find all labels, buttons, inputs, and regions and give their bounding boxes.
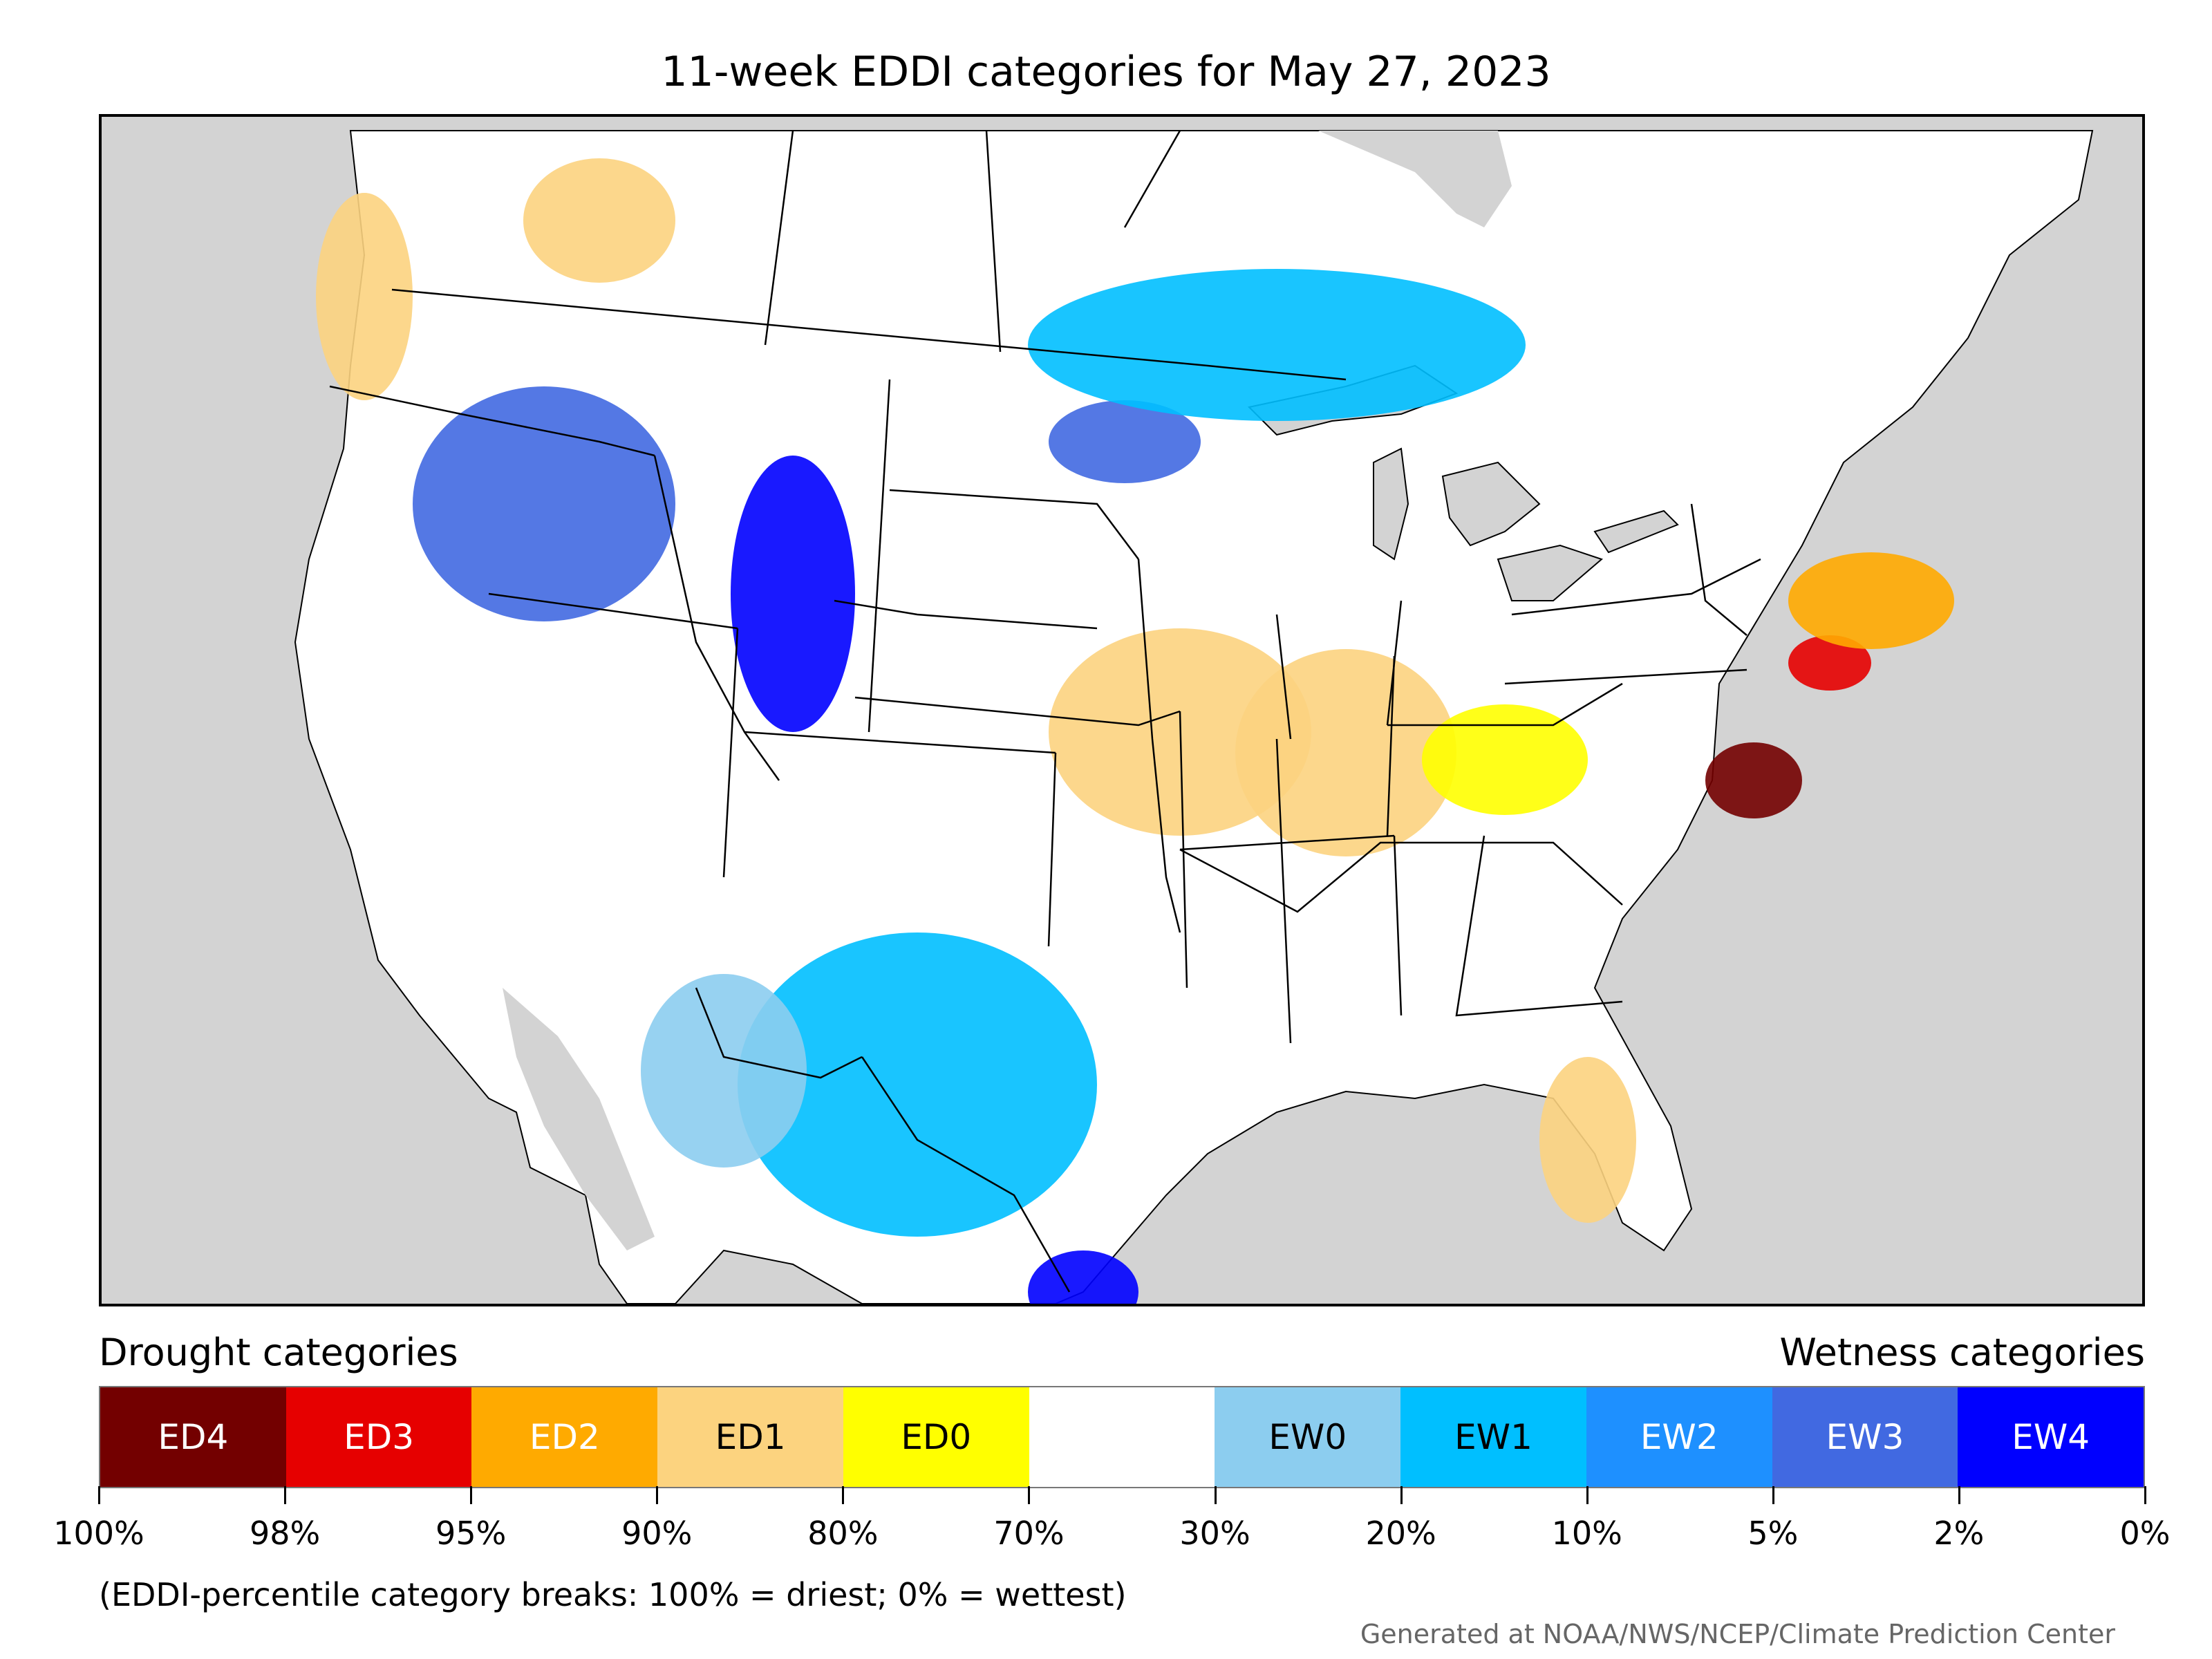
legend-swatch-ed0: ED0 [843, 1387, 1029, 1487]
drought-categories-heading: Drought categories [99, 1331, 458, 1374]
colorbar-tick [284, 1486, 287, 1504]
legend-swatch-ed1: ED1 [657, 1387, 843, 1487]
eddi-region-ed1 [1235, 649, 1456, 856]
colorbar-ticks [98, 1486, 2146, 1506]
legend-swatch-ed3: ED3 [285, 1387, 472, 1487]
eddi-region-ew4 [731, 456, 855, 732]
legend-swatch-ed4: ED4 [100, 1387, 286, 1487]
colorbar-tick [1586, 1486, 1588, 1504]
legend-swatch-ew1: EW1 [1400, 1387, 1586, 1487]
eddi-region-ew3 [413, 386, 675, 621]
colorbar-tick [1958, 1486, 1960, 1504]
eddi-region-ew1 [1028, 269, 1526, 421]
colorbar-tick-label: 0% [2119, 1515, 2171, 1552]
colorbar-tick-label: 2% [1933, 1515, 1985, 1552]
colorbar-tick [470, 1486, 473, 1504]
eddi-region-ew3 [1049, 400, 1201, 483]
eddi-region-ed1 [1539, 1057, 1636, 1223]
legend-swatch-ew3: EW3 [1772, 1387, 1958, 1487]
eddi-region-ed2 [1788, 552, 1954, 649]
footnote: (EDDI-percentile category breaks: 100% =… [99, 1576, 1127, 1613]
colorbar-tick [656, 1486, 659, 1504]
colorbar-tick [1028, 1486, 1031, 1504]
legend-swatch-none [1029, 1387, 1215, 1487]
colorbar-tick [2144, 1486, 2146, 1504]
colorbar-tick-label: 100% [53, 1515, 144, 1552]
wetness-categories-heading: Wetness categories [1779, 1331, 2145, 1374]
eddi-region-ed1 [316, 193, 413, 400]
colorbar-tick-label: 5% [1747, 1515, 1799, 1552]
colorbar-tick [1400, 1486, 1403, 1504]
map-canvas [294, 130, 2094, 1304]
legend-swatch-ed2: ED2 [471, 1387, 658, 1487]
credit-line: Generated at NOAA/NWS/NCEP/Climate Predi… [1360, 1619, 2115, 1649]
colorbar-tick-label: 10% [1551, 1515, 1622, 1552]
category-colorbar: ED4 ED3 ED2 ED1 ED0 EW0 EW1 EW2 EW3 EW4 [99, 1386, 2145, 1488]
legend-swatch-ew0: EW0 [1215, 1387, 1401, 1487]
colorbar-tick-label: 95% [435, 1515, 507, 1552]
colorbar-tick-label: 90% [621, 1515, 693, 1552]
eddi-region-ew4 [1028, 1250, 1138, 1304]
hudson-bay-edge [1318, 131, 1512, 227]
political-borders [329, 130, 1761, 1293]
eddi-region-ew0 [641, 974, 807, 1168]
eddi-region-ed0 [1422, 704, 1588, 815]
legend-swatch-ew2: EW2 [1586, 1387, 1772, 1487]
eddi-region-ed1 [523, 158, 675, 283]
colorbar-tick [842, 1486, 845, 1504]
colorbar-tick [1772, 1486, 1774, 1504]
colorbar-tick-label: 20% [1365, 1515, 1436, 1552]
eddi-region-ew1 [738, 932, 1097, 1237]
eddi-region-ed3 [1788, 635, 1871, 691]
colorbar-tick-label: 98% [249, 1515, 321, 1552]
gulf-of-california [503, 988, 655, 1250]
colorbar-tick-label: 80% [807, 1515, 879, 1552]
eddi-region-ed4 [1705, 742, 1802, 818]
colorbar-tick [98, 1486, 100, 1504]
legend-swatch-ew4: EW4 [1958, 1387, 2144, 1487]
eddi-map [99, 114, 2145, 1306]
colorbar-tick-label: 30% [1179, 1515, 1250, 1552]
chart-title: 11-week EDDI categories for May 27, 2023 [661, 48, 1551, 96]
colorbar-tick-label: 70% [993, 1515, 1065, 1552]
colorbar-tick [1214, 1486, 1217, 1504]
